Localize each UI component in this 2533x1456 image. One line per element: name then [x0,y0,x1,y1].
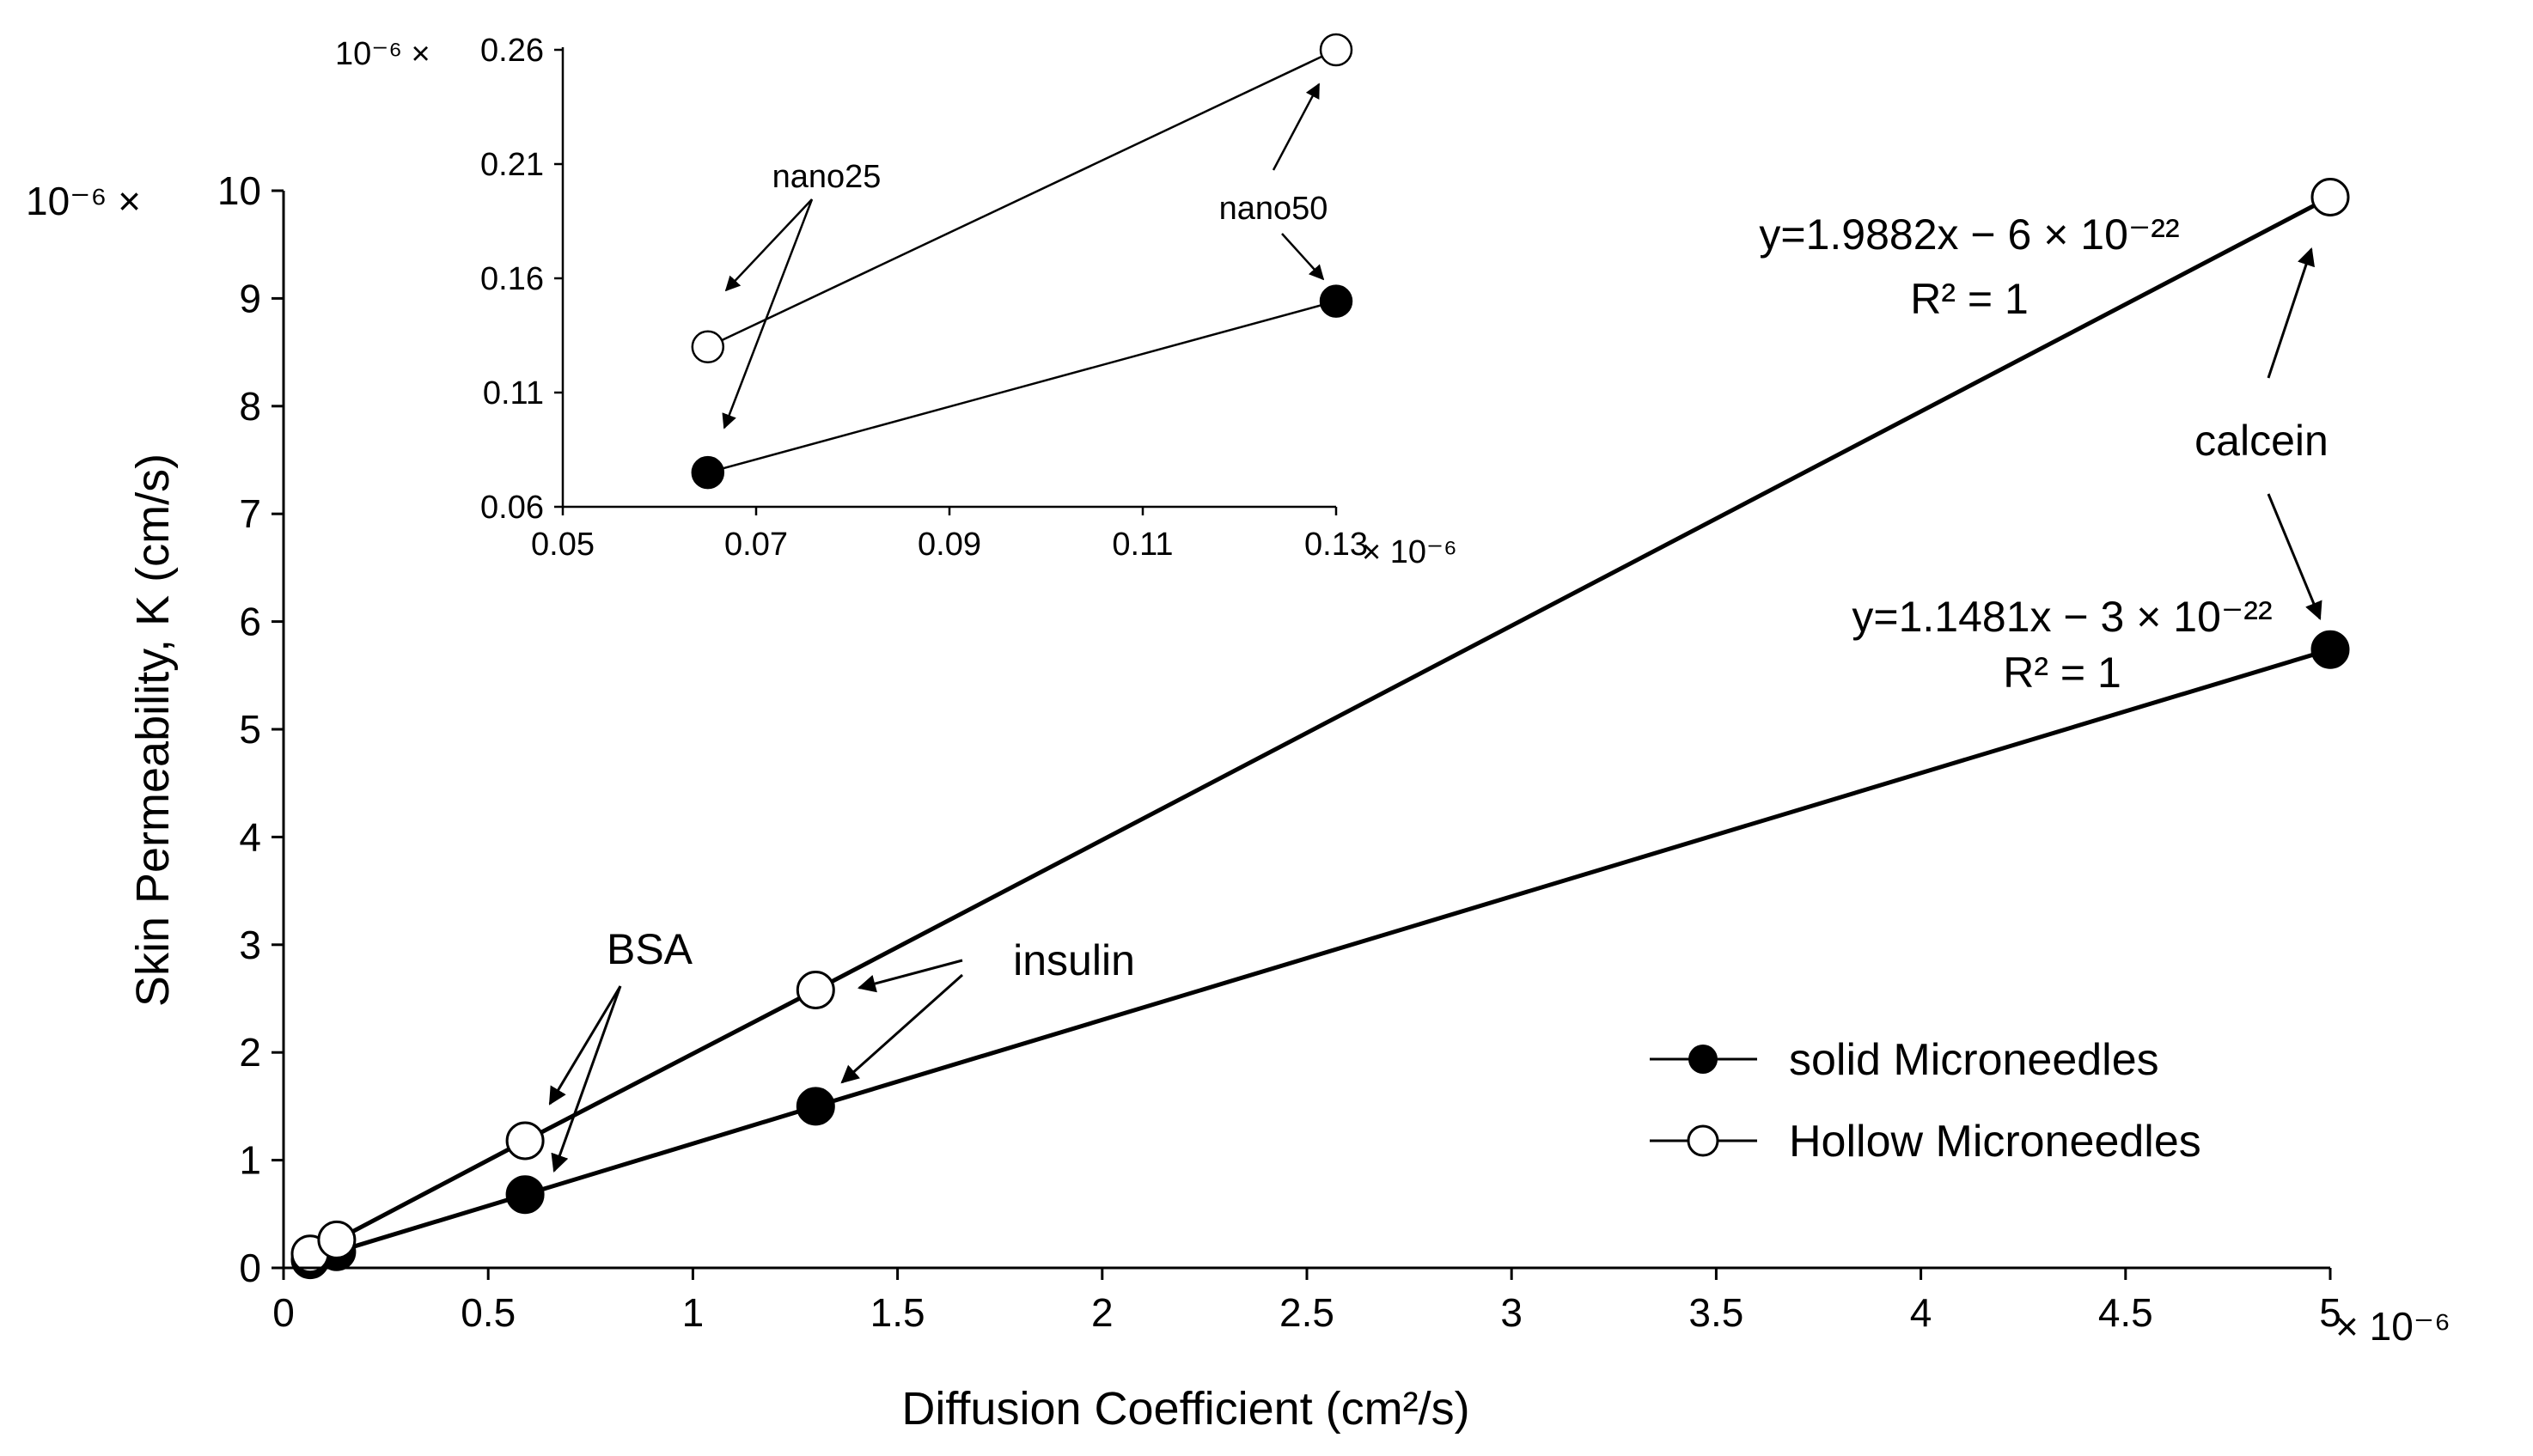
legend: solid Microneedles Hollow Microneedles [1650,1035,2201,1167]
main-y-tick-label: 8 [239,384,261,429]
main-x-tick-label: 1.5 [870,1290,925,1335]
nano25-label: nano25 [772,159,882,195]
solid-fit-equation: y=1.1481x − 3 × 10⁻²² [1852,593,2272,641]
main-series-1-point [796,971,835,1009]
x-axis-label: Diffusion Coefficient (cm²/s) [901,1383,1469,1435]
main-y-tick-label: 10 [217,168,261,213]
insulin-arrow-upper [857,959,963,993]
main-x-tick-label: 0 [272,1290,295,1335]
legend-hollow-label: Hollow Microneedles [1789,1117,2201,1167]
main-x-tick-label: 3 [1500,1290,1523,1335]
main-series-1-point [2310,178,2350,216]
inset-data-points [691,33,1353,490]
inset-x-tick-label: 0.13 [1304,527,1368,563]
inset-y-tick-label: 0.06 [480,490,544,526]
hollow-fit-r2: R² = 1 [1910,275,2029,323]
y-axis-multiplier: 10⁻⁶ × [26,179,141,223]
nano25-arrow-lower [722,198,814,429]
main-y-tick-label: 1 [239,1138,261,1183]
inset-series-0-point [1319,284,1353,318]
main-y-tick-label: 6 [239,600,261,644]
inset-series-lines [707,48,1337,474]
inset-x-tick-label: 0.09 [918,527,981,563]
bsa-arrow-lower [551,985,622,1173]
main-y-tick-label: 7 [239,491,261,536]
inset-series-0-point [691,455,725,490]
inset-x-tick-label: 0.11 [1112,527,1173,563]
inset-x-ticks: 0.05 0.07 0.09 0.11 0.13 [531,507,1368,563]
inset-y-tick-label: 0.21 [480,147,544,183]
bsa-arrow-upper [548,985,622,1106]
inset-y-tick-label: 0.11 [483,375,544,411]
inset-x-multiplier: × 10⁻⁶ [1362,534,1457,570]
insulin-arrow-lower [840,973,963,1084]
main-y-tick-label: 4 [239,814,261,859]
nano50-arrow-lower [1281,233,1325,281]
main-y-tick-label: 2 [239,1030,261,1075]
main-x-tick-label: 4 [1910,1290,1932,1335]
calcein-arrow-down [2267,493,2322,620]
legend-solid-marker [1688,1045,1718,1074]
inset-chart: 0.05 0.07 0.09 0.11 0.13 0.06 0.11 0.16 0.21 0.2… [335,33,1457,570]
inset-background [464,43,1358,533]
x-axis-multiplier: × 10⁻⁶ [2335,1304,2451,1349]
main-x-tick-label: 2 [1091,1290,1114,1335]
hollow-fit-equation: y=1.9882x − 6 × 10⁻²² [1759,210,2179,259]
inset-y-tick-label: 0.26 [480,33,544,69]
annotation-arrows [548,247,2322,1173]
inset-series-0-line [707,300,1337,474]
main-x-tick-label: 2.5 [1279,1290,1334,1335]
main-series-1-point [505,1121,545,1161]
main-x-tick-label: 0.5 [461,1290,516,1335]
inset-series-1-point [691,330,725,364]
inset-y-tick-label: 0.16 [480,261,544,297]
main-y-tick-label: 5 [239,707,261,752]
inset-y-multiplier: 10⁻⁶ × [335,36,430,72]
bsa-label: BSA [607,925,693,973]
main-series-0-point [505,1175,545,1215]
main-x-tick-label: 5 [2319,1290,2341,1335]
legend-solid-label: solid Microneedles [1789,1035,2159,1085]
inset-x-tick-label: 0.07 [724,527,788,563]
main-x-ticks: 0 0.5 1 1.5 2 2.5 3 3.5 4 4.5 5 [272,1268,2341,1335]
main-x-tick-label: 3.5 [1688,1290,1743,1335]
inset-series-1-point [1319,33,1353,67]
main-y-tick-label: 9 [239,276,261,320]
solid-fit-r2: R² = 1 [2003,649,2121,697]
main-y-tick-label: 0 [239,1246,261,1290]
calcein-label: calcein [2194,417,2329,465]
legend-hollow-marker [1687,1124,1719,1157]
nano50-label: nano50 [1219,191,1328,227]
inset-series-1-line [707,48,1337,348]
main-y-tick-label: 3 [239,923,261,967]
y-axis-label: Skin Permeability, K (cm/s) [127,454,179,1007]
main-series-0-point [796,1087,835,1126]
inset-y-ticks: 0.06 0.11 0.16 0.21 0.26 [480,33,563,526]
nano50-arrow-upper [1272,82,1321,171]
main-series-0-point [2310,630,2350,669]
main-data-points [290,178,2350,1280]
nano25-arrow-upper [724,198,813,292]
inset-x-tick-label: 0.05 [531,527,595,563]
calcein-arrow-up [2267,247,2315,379]
main-y-ticks: 0 1 2 3 4 5 6 7 8 9 10 [217,168,284,1290]
insulin-label: insulin [1013,936,1135,984]
main-x-tick-label: 4.5 [2098,1290,2153,1335]
main-series-1-point [317,1220,357,1259]
main-x-tick-label: 1 [682,1290,705,1335]
